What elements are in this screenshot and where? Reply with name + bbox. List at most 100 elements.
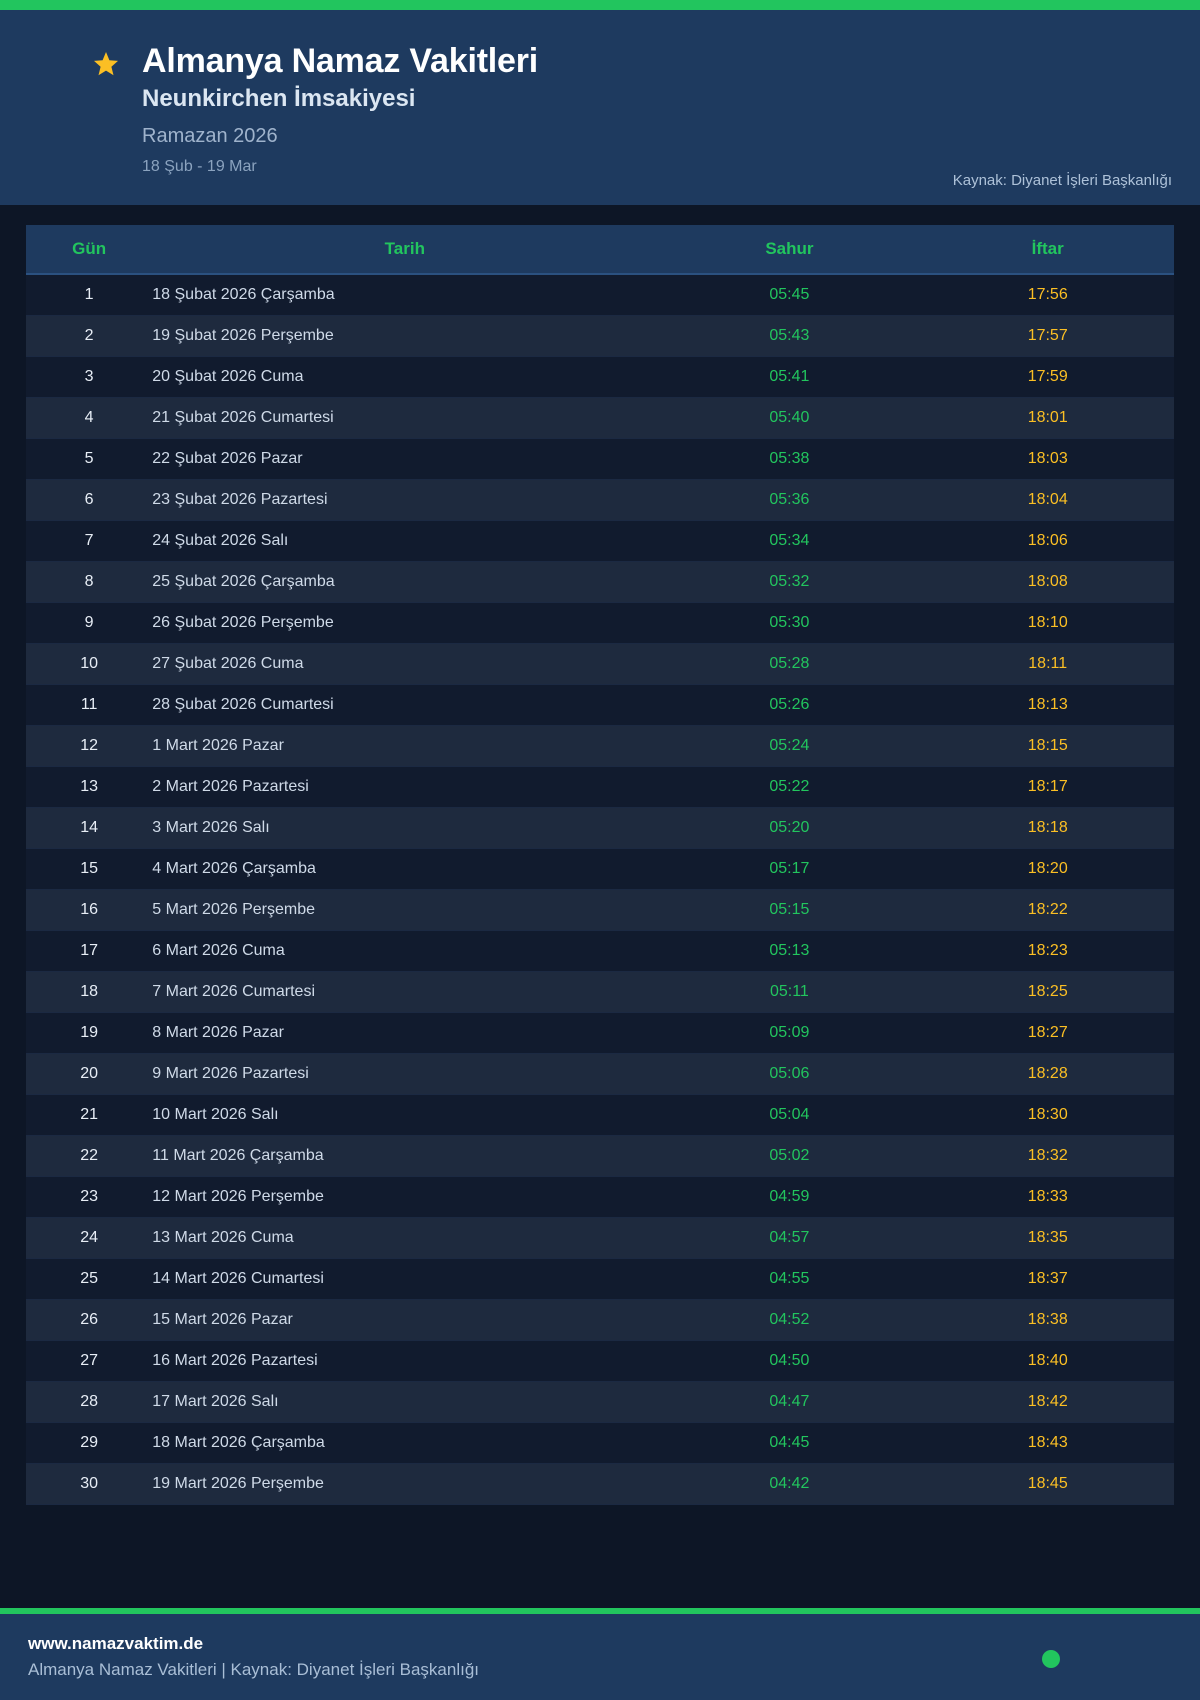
cell-sahur-time: 04:47 — [657, 1381, 922, 1424]
cell-day-number: 22 — [26, 1135, 153, 1178]
table-row[interactable]: 12 1 Mart 2026 Pazar 05:24 18:15 — [26, 725, 1174, 768]
cell-sahur-time: 05:28 — [657, 643, 922, 686]
cell-sahur-time: 05:41 — [657, 356, 922, 399]
cell-date: 1 Mart 2026 Pazar — [152, 725, 658, 768]
cell-day-number: 15 — [26, 848, 153, 891]
table-row[interactable]: 28 17 Mart 2026 Salı 04:47 18:42 — [26, 1381, 1174, 1424]
table-row[interactable]: 18 7 Mart 2026 Cumartesi 05:11 18:25 — [26, 971, 1174, 1014]
cell-day-number: 11 — [26, 684, 153, 727]
cell-sahur-time: 05:22 — [657, 766, 922, 809]
cell-day-number: 2 — [26, 315, 153, 358]
cell-date: 14 Mart 2026 Cumartesi — [152, 1258, 658, 1301]
cell-sahur-time: 04:50 — [657, 1340, 922, 1383]
table-row[interactable]: 27 16 Mart 2026 Pazartesi 04:50 18:40 — [26, 1340, 1174, 1383]
table-row[interactable]: 24 13 Mart 2026 Cuma 04:57 18:35 — [26, 1217, 1174, 1260]
footer-note-label: Almanya Namaz Vakitleri | Kaynak: Diyane… — [28, 1659, 480, 1679]
cell-day-number: 9 — [26, 602, 153, 645]
cell-day-number: 19 — [26, 1012, 153, 1055]
cell-sahur-time: 05:45 — [657, 274, 922, 317]
cell-day-number: 14 — [26, 807, 153, 850]
table-row[interactable]: 11 28 Şubat 2026 Cumartesi 05:26 18:13 — [26, 684, 1174, 727]
table-row[interactable]: 1 18 Şubat 2026 Çarşamba 05:45 17:56 — [26, 274, 1174, 317]
table-row[interactable]: 16 5 Mart 2026 Perşembe 05:15 18:22 — [26, 889, 1174, 932]
schedule-container: Gün Tarih Sahur İftar 1 18 Şubat 2026 Çar… — [0, 205, 1200, 1608]
table-row[interactable]: 7 24 Şubat 2026 Salı 05:34 18:06 — [26, 520, 1174, 563]
ramadan-year-label: Ramazan 2026 — [142, 125, 278, 148]
cell-iftar-time: 18:42 — [921, 1381, 1174, 1424]
cell-date: 19 Şubat 2026 Perşembe — [152, 315, 658, 358]
table-row[interactable]: 19 8 Mart 2026 Pazar 05:09 18:27 — [26, 1012, 1174, 1055]
table-row[interactable]: 13 2 Mart 2026 Pazartesi 05:22 18:17 — [26, 766, 1174, 809]
page-title: Almanya Namaz Vakitleri — [142, 42, 539, 80]
cell-iftar-time: 18:45 — [921, 1463, 1174, 1506]
table-row[interactable]: 4 21 Şubat 2026 Cumartesi 05:40 18:01 — [26, 397, 1174, 440]
footer-site-link[interactable]: www.namazvaktim.de — [28, 1634, 204, 1653]
cell-iftar-time: 18:01 — [921, 397, 1174, 440]
table-row[interactable]: 29 18 Mart 2026 Çarşamba 04:45 18:43 — [26, 1422, 1174, 1465]
table-row[interactable]: 25 14 Mart 2026 Cumartesi 04:55 18:37 — [26, 1258, 1174, 1301]
cell-day-number: 18 — [26, 971, 153, 1014]
table-row[interactable]: 17 6 Mart 2026 Cuma 05:13 18:23 — [26, 930, 1174, 973]
cell-sahur-time: 05:20 — [657, 807, 922, 850]
table-row[interactable]: 23 12 Mart 2026 Perşembe 04:59 18:33 — [26, 1176, 1174, 1219]
prayer-times-table: Gün Tarih Sahur İftar 1 18 Şubat 2026 Çar… — [26, 225, 1174, 1506]
table-row[interactable]: 30 19 Mart 2026 Perşembe 04:42 18:45 — [26, 1463, 1174, 1506]
cell-sahur-time: 05:40 — [657, 397, 922, 440]
cell-date: 11 Mart 2026 Çarşamba — [152, 1135, 658, 1178]
cell-day-number: 13 — [26, 766, 153, 809]
cell-day-number: 5 — [26, 438, 153, 481]
table-row[interactable]: 2 19 Şubat 2026 Perşembe 05:43 17:57 — [26, 315, 1174, 358]
cell-date: 25 Şubat 2026 Çarşamba — [152, 561, 658, 604]
cell-date: 12 Mart 2026 Perşembe — [152, 1176, 658, 1219]
cell-iftar-time: 18:32 — [921, 1135, 1174, 1178]
table-row[interactable]: 14 3 Mart 2026 Salı 05:20 18:18 — [26, 807, 1174, 850]
cell-day-number: 26 — [26, 1299, 153, 1342]
cell-iftar-time: 18:18 — [921, 807, 1174, 850]
table-row[interactable]: 9 26 Şubat 2026 Perşembe 05:30 18:10 — [26, 602, 1174, 645]
cell-day-number: 24 — [26, 1217, 153, 1260]
table-row[interactable]: 21 10 Mart 2026 Salı 05:04 18:30 — [26, 1094, 1174, 1137]
table-header: Gün Tarih Sahur İftar — [26, 225, 1174, 276]
cell-day-number: 4 — [26, 397, 153, 440]
cell-date: 18 Şubat 2026 Çarşamba — [152, 274, 658, 317]
column-header-iftar[interactable]: İftar — [921, 225, 1174, 276]
cell-day-number: 20 — [26, 1053, 153, 1096]
table-row[interactable]: 3 20 Şubat 2026 Cuma 05:41 17:59 — [26, 356, 1174, 399]
table-header-row: Gün Tarih Sahur İftar — [26, 225, 1174, 276]
date-range-label: 18 Şub - 19 Mar — [142, 158, 257, 176]
column-header-gun[interactable]: Gün — [26, 225, 153, 276]
cell-iftar-time: 18:17 — [921, 766, 1174, 809]
table-row[interactable]: 10 27 Şubat 2026 Cuma 05:28 18:11 — [26, 643, 1174, 686]
column-header-sahur[interactable]: Sahur — [657, 225, 922, 276]
cell-sahur-time: 05:15 — [657, 889, 922, 932]
table-body: 1 18 Şubat 2026 Çarşamba 05:45 17:56 2 19 Şub… — [26, 274, 1174, 1506]
cell-day-number: 21 — [26, 1094, 153, 1137]
cell-sahur-time: 05:26 — [657, 684, 922, 727]
cell-sahur-time: 05:32 — [657, 561, 922, 604]
cell-date: 19 Mart 2026 Perşembe — [152, 1463, 658, 1506]
cell-date: 4 Mart 2026 Çarşamba — [152, 848, 658, 891]
status-dot-icon — [1042, 1650, 1060, 1668]
cell-day-number: 16 — [26, 889, 153, 932]
column-header-tarih[interactable]: Tarih — [152, 225, 658, 276]
table-row[interactable]: 5 22 Şubat 2026 Pazar 05:38 18:03 — [26, 438, 1174, 481]
table-row[interactable]: 22 11 Mart 2026 Çarşamba 05:02 18:32 — [26, 1135, 1174, 1178]
table-row[interactable]: 8 25 Şubat 2026 Çarşamba 05:32 18:08 — [26, 561, 1174, 604]
cell-iftar-time: 17:56 — [921, 274, 1174, 317]
cell-iftar-time: 18:25 — [921, 971, 1174, 1014]
table-row[interactable]: 26 15 Mart 2026 Pazar 04:52 18:38 — [26, 1299, 1174, 1342]
cell-date: 21 Şubat 2026 Cumartesi — [152, 397, 658, 440]
cell-date: 28 Şubat 2026 Cumartesi — [152, 684, 658, 727]
table-row[interactable]: 6 23 Şubat 2026 Pazartesi 05:36 18:04 — [26, 479, 1174, 522]
cell-iftar-time: 18:15 — [921, 725, 1174, 768]
cell-sahur-time: 05:09 — [657, 1012, 922, 1055]
cell-iftar-time: 18:35 — [921, 1217, 1174, 1260]
table-row[interactable]: 20 9 Mart 2026 Pazartesi 05:06 18:28 — [26, 1053, 1174, 1096]
page-subtitle: Neunkirchen İmsakiyesi — [142, 85, 416, 113]
cell-day-number: 3 — [26, 356, 153, 399]
cell-day-number: 30 — [26, 1463, 153, 1506]
cell-day-number: 17 — [26, 930, 153, 973]
cell-date: 26 Şubat 2026 Perşembe — [152, 602, 658, 645]
cell-sahur-time: 04:55 — [657, 1258, 922, 1301]
table-row[interactable]: 15 4 Mart 2026 Çarşamba 05:17 18:20 — [26, 848, 1174, 891]
